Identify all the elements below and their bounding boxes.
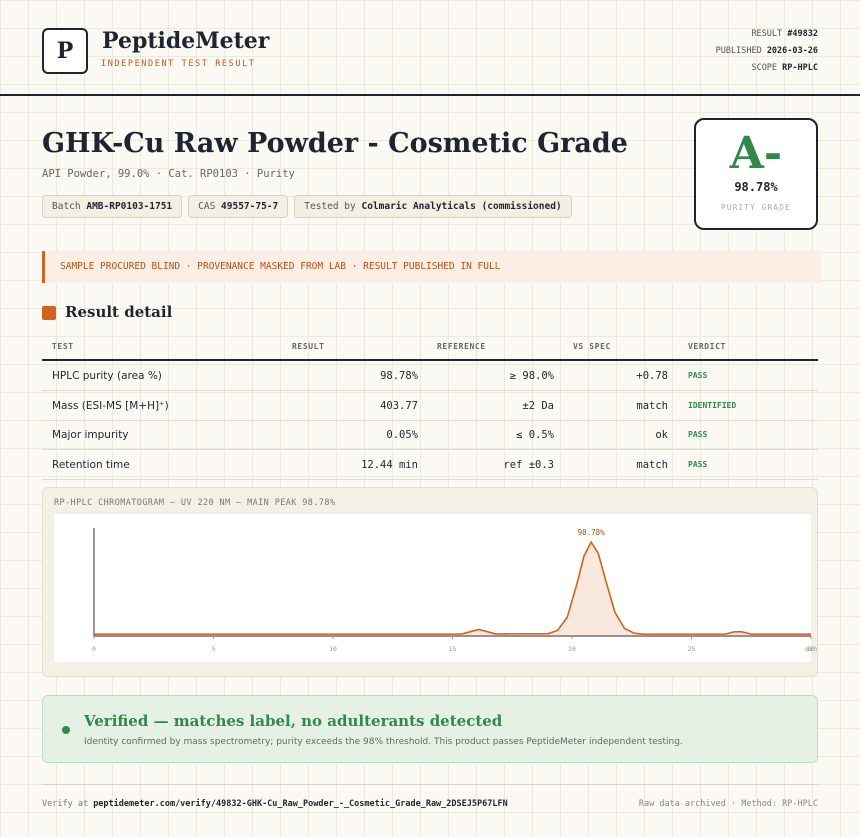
cell: 12.44 min: [361, 458, 418, 471]
column-header: TEST: [52, 342, 74, 351]
cell: PASS: [688, 430, 708, 439]
tag: CAS 49557-75-7: [188, 195, 289, 218]
tag-label: Tested by: [304, 201, 356, 212]
chromatogram-line: [94, 540, 811, 635]
chart-panel: RP-HPLC CHROMATOGRAM — UV 220 NM — MAIN …: [42, 487, 818, 677]
cell: 98.78%: [380, 370, 418, 382]
column-header: RESULT: [292, 342, 325, 351]
footer-rule: [42, 784, 818, 785]
table-row: Major impurity 0.05% ≤ 0.5% ok PASS: [42, 420, 818, 450]
table-row: HPLC purity (area %) 98.78% ≥ 98.0% +0.78 PA…: [42, 361, 818, 391]
meta-value: RP-HPLC: [782, 63, 818, 73]
table-row: Mass (ESI-MS [M+H]⁺) 403.77 ±2 Da match IDEN…: [42, 391, 818, 421]
cell: match: [636, 399, 668, 412]
product-title: GHK-Cu Raw Powder - Cosmetic Grade: [42, 128, 628, 159]
column-header: VERDICT: [688, 342, 726, 351]
test-name: HPLC purity (area %): [52, 370, 162, 382]
x-tick-label: 20: [568, 645, 576, 653]
notice: SAMPLE PROCURED BLIND · PROVENANCE MASKE…: [42, 251, 821, 283]
plot-area: [54, 514, 811, 662]
tag-value: AMB-RP0103-1751: [86, 201, 173, 212]
tagline: INDEPENDENT TEST RESULT: [101, 59, 256, 69]
meta-line: RESULT #49832: [751, 29, 818, 39]
column-header: REFERENCE: [437, 342, 486, 351]
tag-label: Batch: [52, 201, 81, 212]
tag-label: CAS: [198, 201, 216, 212]
table-row: Retention time 12.44 min ref ±0.3 match PASS: [42, 450, 818, 480]
verdict-text: Identity confirmed by mass spectrometry;…: [84, 737, 683, 747]
rule: [0, 94, 860, 96]
x-unit: min: [805, 645, 817, 653]
verdict-title: Verified — matches label, no adulterants…: [84, 712, 503, 730]
verify-url[interactable]: peptidemeter.com/verify/49832-GHK-Cu_Raw…: [93, 799, 508, 809]
meta-value: #49832: [787, 29, 818, 39]
x-tick-label: 15: [449, 645, 457, 653]
product-subtitle: API Powder, 99.0% · Cat. RP0103 · Purity: [42, 168, 295, 180]
x-tick-label: 25: [688, 645, 696, 653]
x-tick-label: 30: [807, 645, 815, 653]
grade-box: A- 98.78% PURITY GRADE: [694, 118, 818, 230]
meta-value: 2026-03-26: [766, 46, 818, 56]
cell: ref ±0.3: [503, 458, 554, 471]
table-header: TEST RESULT REFERENCE VS SPEC VERDICT: [42, 338, 818, 361]
logo: P: [42, 28, 88, 74]
brand: PeptideMeter: [102, 28, 270, 54]
cell: ≥ 98.0%: [509, 370, 554, 382]
x-tick-label: 10: [329, 645, 337, 653]
verdict-box: Verified — matches label, no adulterants…: [42, 695, 818, 763]
grade-letter: A-: [729, 128, 783, 179]
tag-value: Colmaric Analyticals (commissioned): [361, 201, 562, 212]
verify-label: Verify at: [42, 799, 89, 809]
test-name: Retention time: [52, 458, 130, 471]
tags: Batch AMB-RP0103-1751 CAS 49557-75-7 Teste…: [42, 194, 578, 218]
cell: PASS: [688, 371, 708, 380]
meta-line: SCOPE RP-HPLC: [751, 63, 818, 73]
chart-title: RP-HPLC CHROMATOGRAM — UV 220 NM — MAIN …: [54, 498, 336, 508]
x-tick-label: 5: [212, 645, 216, 653]
footer-verify: Verify at peptidemeter.com/verify/49832-…: [42, 799, 508, 809]
section-title: Result detail: [65, 303, 173, 321]
meta-line: PUBLISHED 2026-03-26: [716, 46, 818, 56]
verdict-dot: [62, 726, 70, 734]
cell: 403.77: [380, 399, 418, 412]
meta-label: SCOPE: [751, 63, 778, 73]
column-header: VS SPEC: [573, 342, 611, 351]
tag: Tested by Colmaric Analyticals (commissi…: [294, 195, 572, 218]
cell: ≤ 0.5%: [516, 429, 554, 441]
cell: PASS: [688, 459, 708, 469]
section-marker: [42, 306, 56, 320]
peak-label: 98.78%: [578, 528, 606, 537]
cell: IDENTIFIED: [688, 400, 737, 410]
grade-value: 98.78%: [734, 180, 778, 194]
meta-label: PUBLISHED: [715, 46, 762, 56]
cell: +0.78: [636, 370, 668, 382]
cell: match: [636, 458, 668, 471]
meta-label: RESULT: [751, 29, 783, 39]
test-name: Major impurity: [52, 429, 129, 441]
x-tick-label: 0: [92, 645, 96, 653]
tag-value: 49557-75-7: [221, 201, 279, 212]
tag: Batch AMB-RP0103-1751: [42, 195, 183, 218]
cell: ok: [655, 429, 668, 441]
footer-right: Raw data archived · Method: RP-HPLC: [638, 799, 818, 809]
cell: ±2 Da: [522, 399, 554, 412]
cell: 0.05%: [386, 429, 418, 441]
test-name: Mass (ESI-MS [M+H]⁺): [52, 399, 169, 412]
grade-label: PURITY GRADE: [721, 203, 791, 212]
